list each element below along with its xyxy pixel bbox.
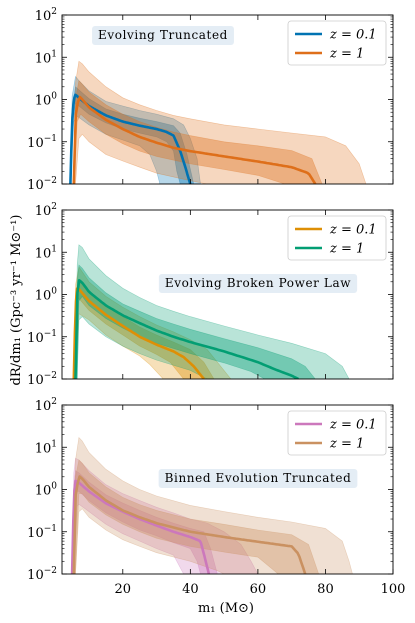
- y-tick-label: 10−2: [27, 371, 57, 388]
- legend: z = 0.1 z = 1: [287, 20, 387, 66]
- legend-label: z = 0.1: [329, 418, 377, 433]
- panel-binned-evolution-truncated: 20 40 60 80 100 10−2 10−1 100 101 102 Binned Evolu…: [27, 397, 405, 597]
- series-1-ci50-band: [73, 79, 323, 184]
- y-axis-label-group: dR/dm₁ (Gpc⁻³ yr⁻¹ M⊙⁻¹): [9, 215, 24, 386]
- y-tick-label: 100: [35, 482, 58, 499]
- series-0-median-line: [70, 479, 211, 574]
- series-0-ci90-band: [70, 75, 201, 184]
- series-0-ci90-band: [71, 457, 259, 574]
- y-tick-label: 101: [35, 439, 57, 456]
- y-tick-label: 101: [35, 49, 57, 66]
- series-1-ci50-band: [73, 459, 320, 574]
- y-tick-label: 10−1: [27, 524, 57, 541]
- legend-label: z = 0.1: [329, 223, 377, 238]
- series-1-ci90-band: [73, 436, 353, 574]
- panel-evolving-truncated: 10−2 10−1 100 101 102 Evolving Truncated z = 0…: [27, 7, 394, 193]
- series-1-ci50-band: [75, 264, 316, 379]
- series-1-ci90-band: [75, 244, 350, 379]
- series-1-median-line: [72, 95, 317, 184]
- series-1-median-line: [74, 279, 299, 379]
- legend: z = 0.1 z = 1: [287, 410, 387, 456]
- legend-label: z = 1: [329, 47, 364, 62]
- y-tick-label: 10−1: [27, 329, 57, 346]
- panel-title-box: Evolving Broken Power Law: [158, 274, 358, 293]
- panel-title: Evolving Broken Power Law: [165, 276, 351, 290]
- panel-title: Evolving Truncated: [98, 28, 228, 42]
- series-1-median-line: [72, 475, 307, 574]
- x-tick-label: 40: [182, 582, 199, 597]
- panel-title-box: Binned Evolution Truncated: [158, 469, 358, 488]
- y-tick-label: 100: [35, 92, 58, 109]
- y-tick-label: 101: [35, 244, 57, 261]
- y-tick-label: 102: [35, 7, 57, 24]
- y-tick-label: 10−2: [27, 176, 57, 193]
- panel-evolving-broken-power-law: 10−2 10−1 100 101 102 Evolving Broken Power L…: [27, 202, 394, 388]
- y-tick-label: 102: [35, 397, 57, 414]
- y-axis-label: dR/dm₁ (Gpc⁻³ yr⁻¹ M⊙⁻¹): [9, 215, 24, 386]
- legend: z = 0.1 z = 1: [287, 215, 387, 261]
- x-tick-label: 100: [381, 582, 406, 597]
- series-0-ci50-band: [70, 86, 195, 184]
- x-axis-label: m₁ (M⊙): [198, 601, 254, 616]
- plot-area: [72, 244, 350, 379]
- legend-label: z = 0.1: [329, 28, 377, 43]
- panel-title-box: Evolving Truncated: [92, 26, 234, 45]
- plot-area: [70, 436, 353, 574]
- y-tick-label: 10−2: [27, 566, 57, 583]
- y-tick-label: 10−1: [27, 134, 57, 151]
- series-0-ci90-band: [73, 266, 232, 379]
- x-tick-label: 60: [250, 582, 267, 597]
- x-tick-label: 80: [317, 582, 334, 597]
- legend-label: z = 1: [329, 437, 364, 452]
- y-tick-label: 102: [35, 202, 57, 219]
- panel-title: Binned Evolution Truncated: [165, 471, 352, 485]
- series-1-ci90-band: [73, 60, 367, 184]
- plot-area: [69, 60, 367, 184]
- x-tick-label: 20: [115, 582, 132, 597]
- series-0-median-line: [72, 286, 205, 379]
- y-tick-label: 100: [35, 287, 58, 304]
- legend-label: z = 1: [329, 242, 364, 257]
